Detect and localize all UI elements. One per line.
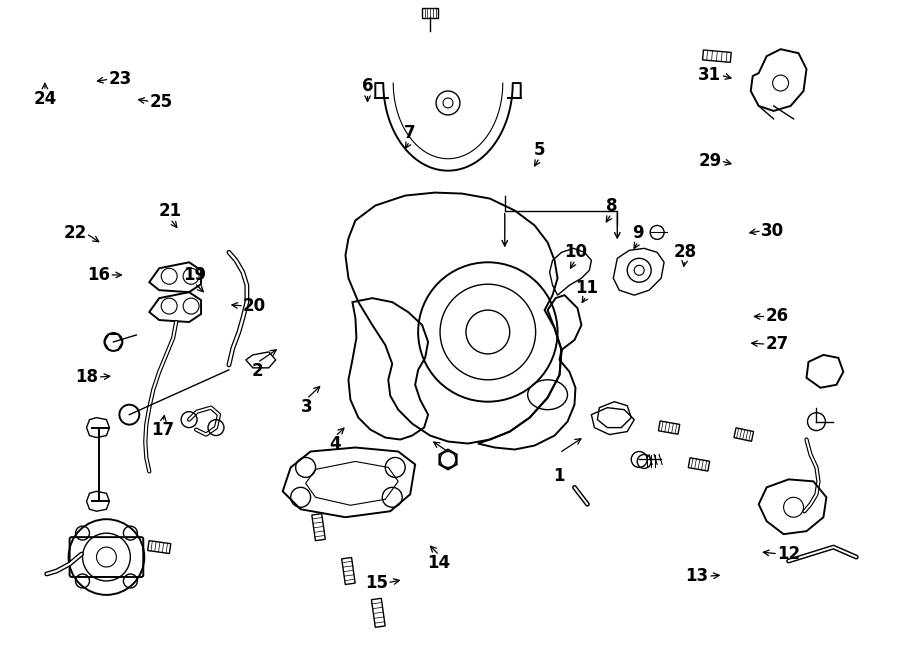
Text: 12: 12 — [778, 545, 800, 563]
Text: 19: 19 — [183, 266, 206, 284]
Text: 27: 27 — [766, 335, 788, 354]
Text: 8: 8 — [606, 197, 617, 214]
Text: 11: 11 — [575, 279, 598, 297]
Text: 9: 9 — [633, 224, 644, 242]
Text: 24: 24 — [33, 90, 57, 108]
Text: 16: 16 — [87, 266, 110, 284]
Text: 21: 21 — [158, 202, 182, 220]
Text: 17: 17 — [151, 421, 175, 439]
Text: 25: 25 — [150, 93, 173, 111]
Text: 20: 20 — [243, 297, 266, 315]
Text: 15: 15 — [365, 574, 388, 592]
Text: 6: 6 — [362, 77, 374, 95]
Text: 14: 14 — [428, 554, 451, 572]
Text: 3: 3 — [301, 398, 312, 416]
Text: 23: 23 — [109, 70, 131, 88]
Text: 31: 31 — [698, 66, 722, 84]
Text: 13: 13 — [685, 567, 708, 585]
Text: 22: 22 — [64, 224, 87, 242]
Text: 29: 29 — [698, 152, 722, 170]
Text: 30: 30 — [761, 222, 784, 240]
Text: 4: 4 — [329, 436, 341, 453]
Text: 26: 26 — [766, 307, 788, 326]
Text: 28: 28 — [673, 243, 697, 261]
Text: 5: 5 — [534, 141, 545, 159]
Text: 2: 2 — [251, 361, 263, 379]
Text: 10: 10 — [564, 243, 587, 261]
Text: 18: 18 — [76, 368, 98, 386]
Text: 1: 1 — [554, 467, 565, 485]
Text: 7: 7 — [404, 124, 416, 142]
